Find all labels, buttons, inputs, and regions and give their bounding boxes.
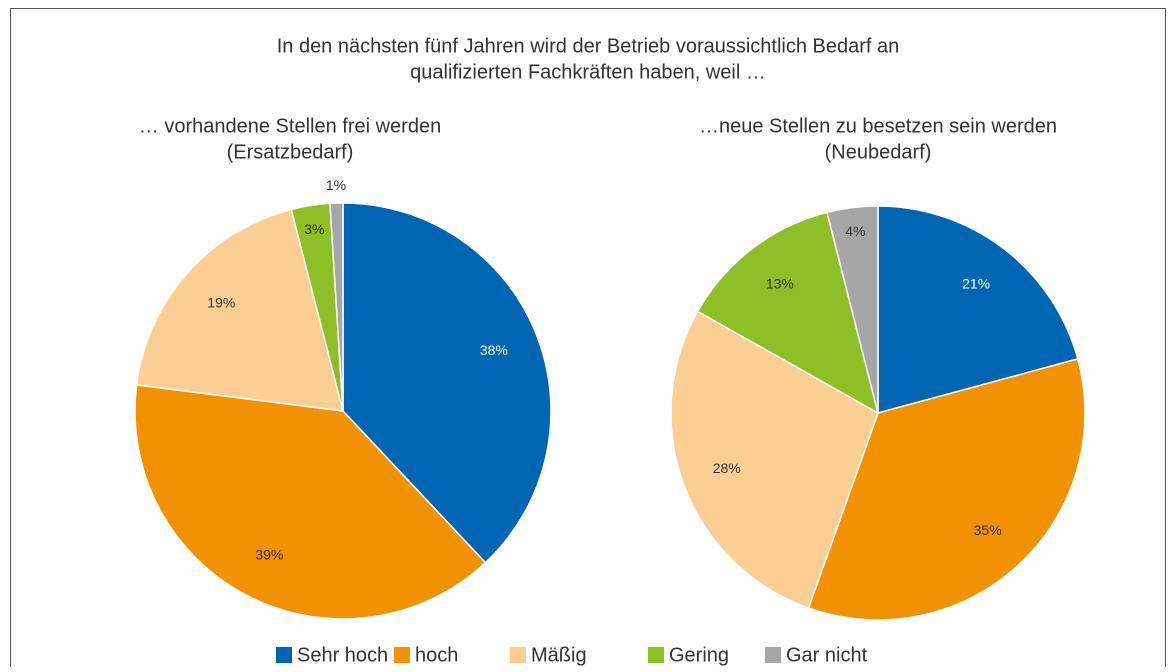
pie-slice bbox=[696, 211, 880, 415]
legend-swatch bbox=[648, 647, 664, 663]
data-label: 1% bbox=[326, 177, 346, 193]
pie-slice bbox=[807, 357, 1086, 621]
data-label: 38% bbox=[480, 342, 508, 358]
pie-slice bbox=[670, 310, 879, 609]
data-label: 19% bbox=[207, 294, 235, 310]
legend-swatch bbox=[276, 647, 292, 663]
pie-title: (Neubedarf) bbox=[825, 141, 932, 163]
legend-swatch bbox=[765, 647, 781, 663]
pie-title: …neue Stellen zu besetzen sein werden bbox=[699, 115, 1057, 137]
data-label: 3% bbox=[304, 221, 324, 237]
pie-slice bbox=[342, 202, 552, 564]
chart-title: In den nächsten fünf Jahren wird der Bet… bbox=[277, 35, 900, 57]
pie-slice bbox=[135, 208, 345, 412]
pie-title: … vorhandene Stellen frei werden bbox=[139, 115, 441, 137]
chart-title: qualifizierten Fachkräften haben, weil … bbox=[410, 61, 766, 83]
data-label: 28% bbox=[713, 460, 741, 476]
legend-swatch bbox=[510, 647, 526, 663]
legend-swatch bbox=[394, 647, 410, 663]
data-label: 35% bbox=[974, 522, 1002, 538]
legend-label: Gar nicht bbox=[786, 644, 868, 666]
pie-title: (Ersatzbedarf) bbox=[227, 141, 354, 163]
data-label: 21% bbox=[962, 275, 990, 291]
data-label: 13% bbox=[766, 275, 794, 291]
legend-label: hoch bbox=[415, 644, 458, 666]
legend-label: Sehr hoch bbox=[297, 644, 388, 666]
pie-slice bbox=[329, 202, 344, 412]
data-label: 39% bbox=[255, 546, 283, 562]
legend-label: Mäßig bbox=[531, 644, 587, 666]
data-label: 4% bbox=[845, 223, 865, 239]
pie-slice bbox=[134, 384, 487, 620]
pie-slice bbox=[877, 205, 1079, 414]
pie-slice bbox=[826, 205, 879, 414]
legend-label: Gering bbox=[669, 644, 729, 666]
frame bbox=[10, 8, 1166, 672]
